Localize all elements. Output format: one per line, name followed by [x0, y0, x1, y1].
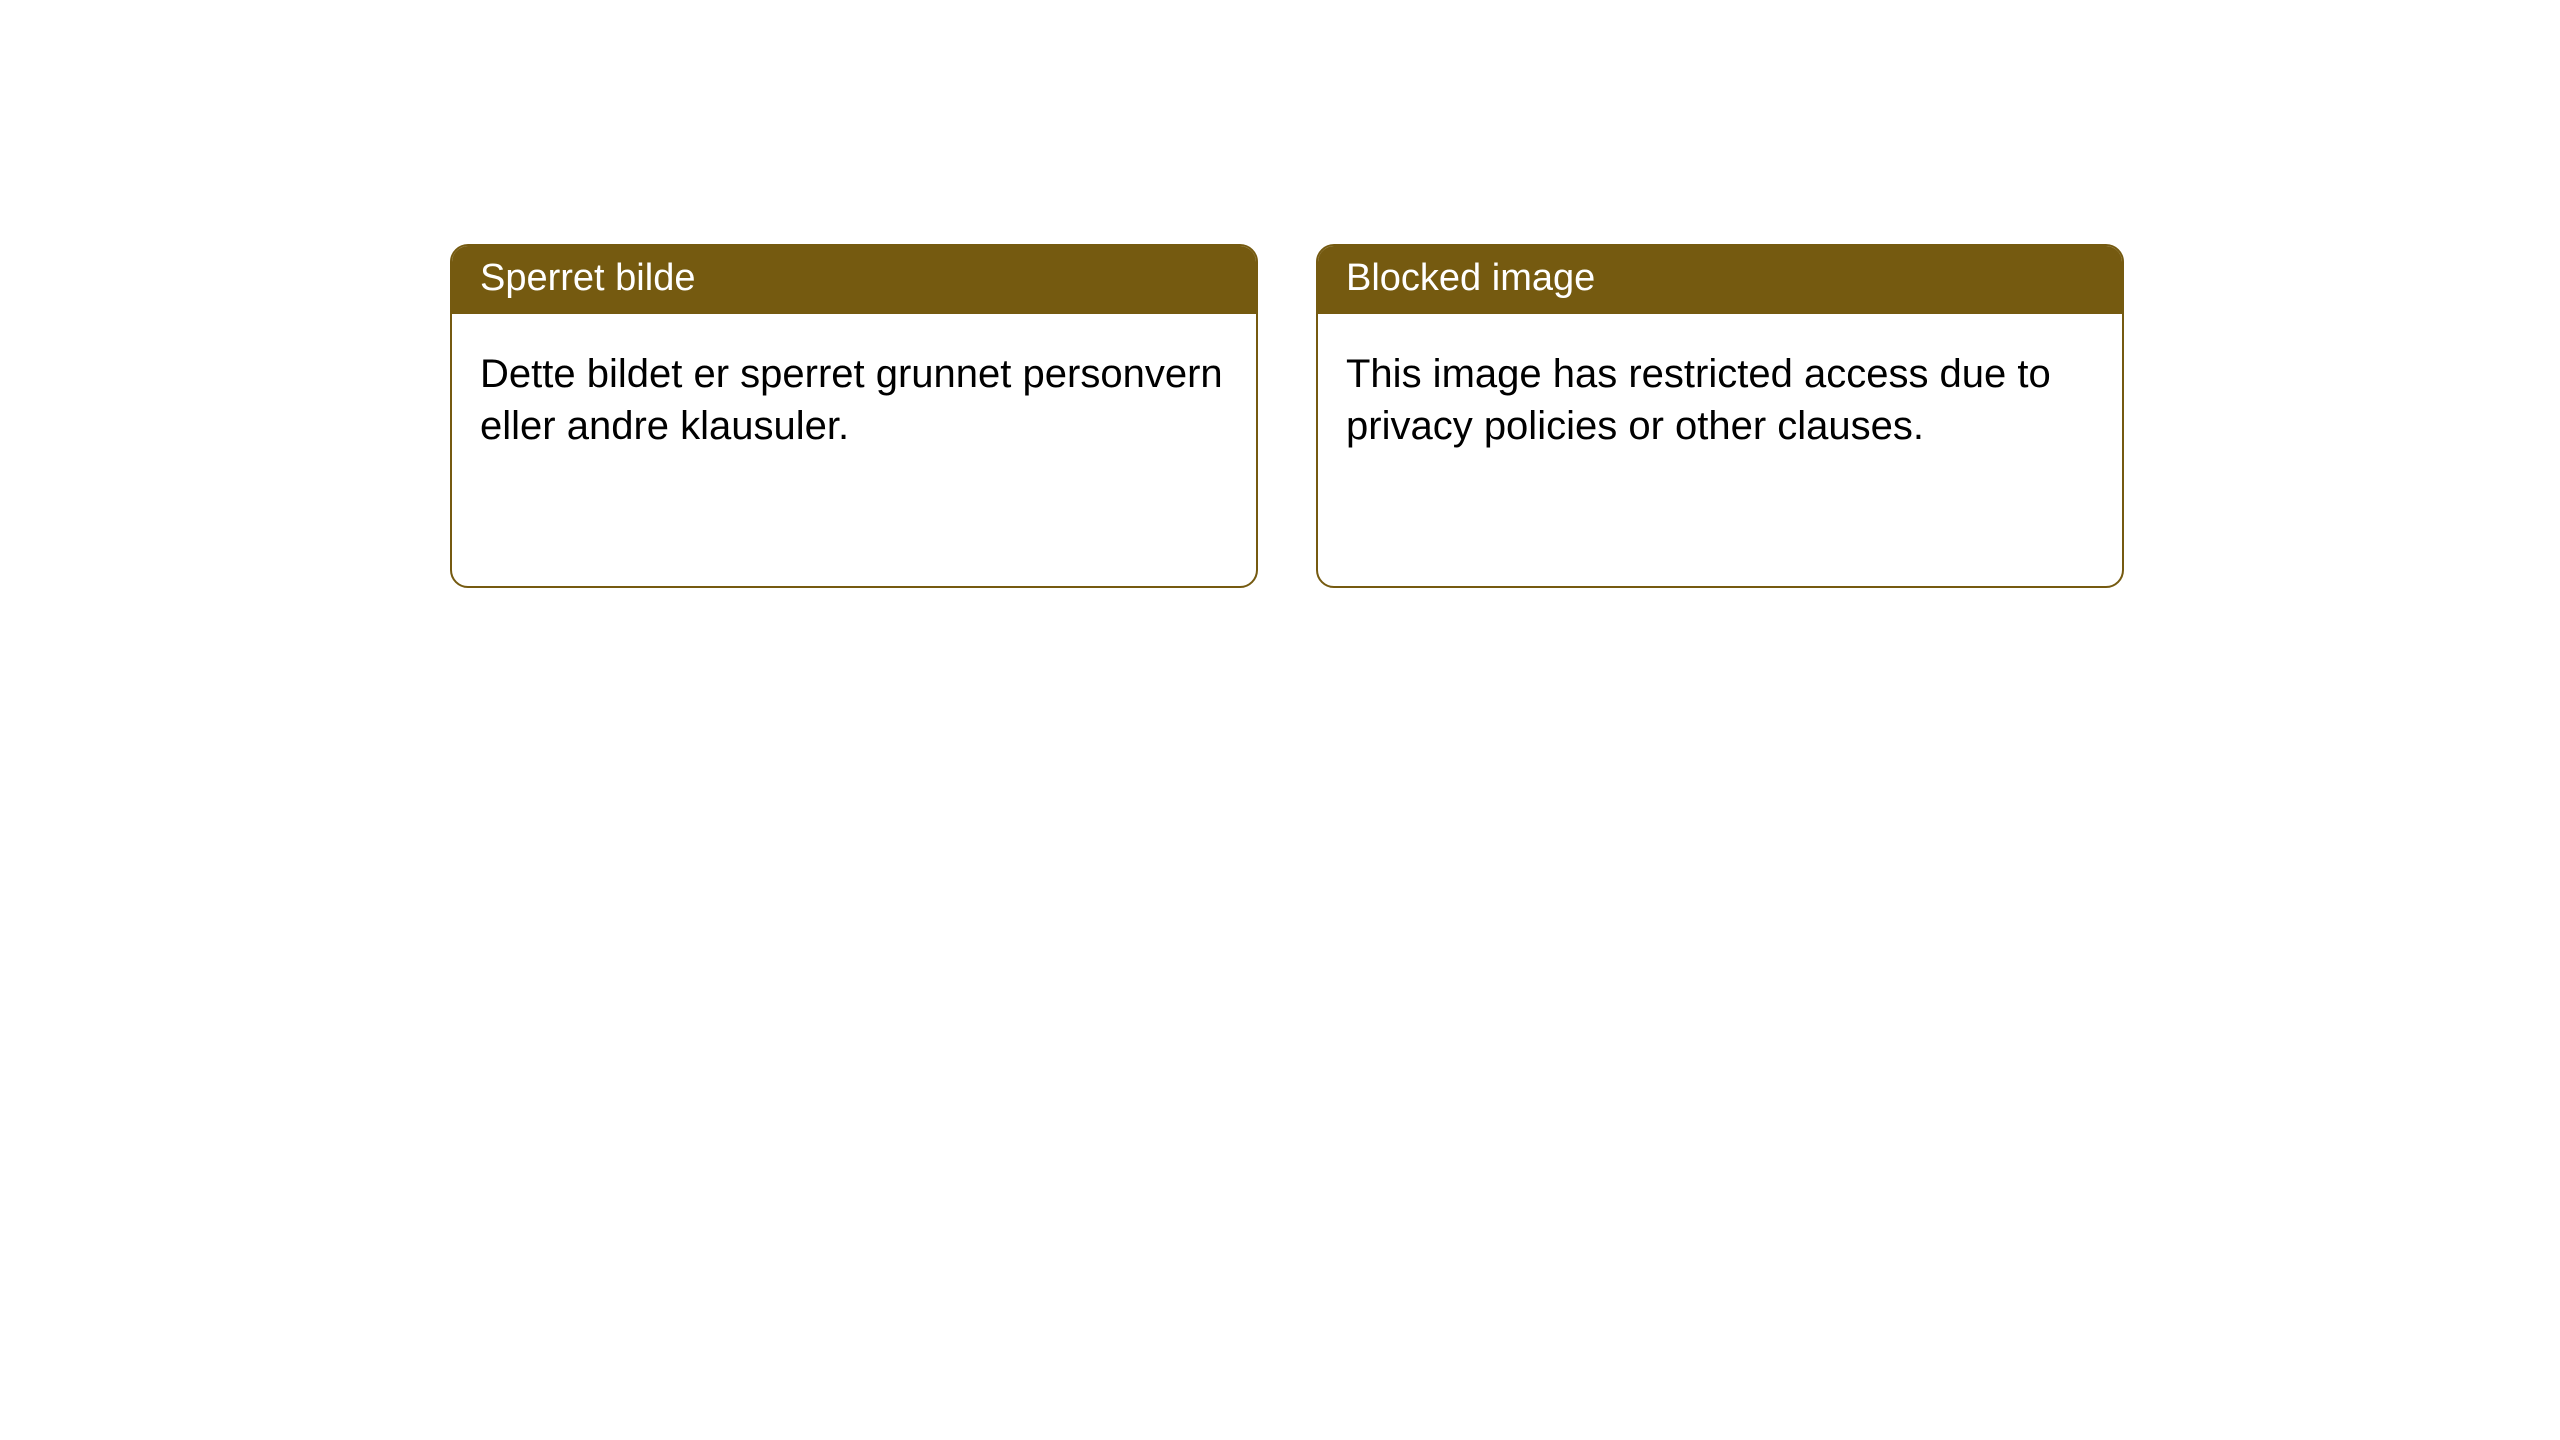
- card-header: Blocked image: [1318, 246, 2122, 314]
- card-body: This image has restricted access due to …: [1318, 314, 2122, 586]
- cards-container: Sperret bilde Dette bildet er sperret gr…: [450, 244, 2124, 588]
- card-body: Dette bildet er sperret grunnet personve…: [452, 314, 1256, 586]
- blocked-image-card-en: Blocked image This image has restricted …: [1316, 244, 2124, 588]
- card-header: Sperret bilde: [452, 246, 1256, 314]
- blocked-image-card-no: Sperret bilde Dette bildet er sperret gr…: [450, 244, 1258, 588]
